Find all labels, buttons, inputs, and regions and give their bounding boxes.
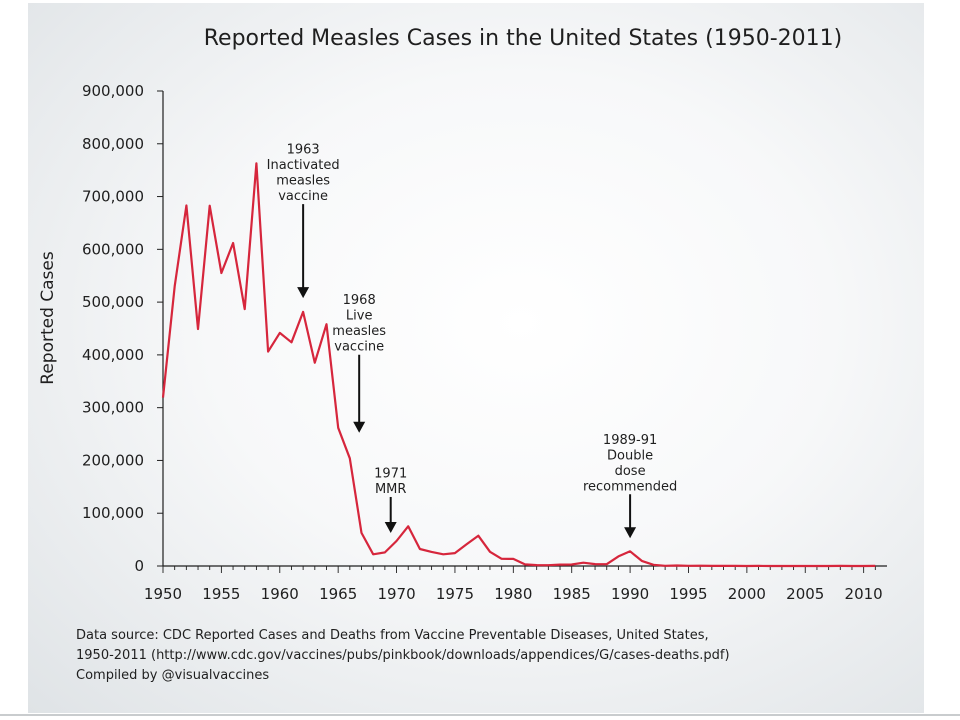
annotation-text: Double	[607, 448, 653, 463]
y-tick-label: 400,000	[82, 346, 144, 364]
x-tick-label: 1980	[494, 585, 532, 603]
bottom-divider	[0, 714, 960, 716]
annotation-text: MMR	[375, 482, 406, 497]
x-tick-label: 1950	[144, 585, 182, 603]
y-tick-label: 300,000	[82, 399, 144, 417]
data-source-line-2: 1950-2011 (http://www.cdc.gov/vaccines/p…	[76, 648, 730, 663]
y-tick-label: 800,000	[82, 135, 144, 153]
x-tick-label: 1965	[319, 585, 357, 603]
chart-card	[28, 3, 924, 713]
annotation-text: dose	[615, 464, 646, 479]
x-tick-label: 1975	[436, 585, 474, 603]
y-tick-label: 500,000	[82, 293, 144, 311]
annotation-text: vaccine	[334, 340, 384, 355]
y-tick-label: 600,000	[82, 240, 144, 258]
y-tick-label: 200,000	[82, 451, 144, 469]
annotation-text: vaccine	[278, 189, 328, 204]
series-group	[161, 162, 876, 568]
annotation-arrow-head	[384, 521, 397, 533]
annotation-text: Inactivated	[267, 158, 340, 173]
annotation-arrow-head	[297, 287, 310, 299]
x-tick-label: 1990	[611, 585, 649, 603]
y-axis-label: Reported Cases	[38, 251, 58, 385]
credit-line: Compiled by @visualvaccines	[76, 668, 270, 683]
x-tick-label: 2000	[728, 585, 766, 603]
x-tick-label: 1995	[669, 585, 707, 603]
annotations: 1963Inactivatedmeaslesvaccine1968Livemea…	[267, 143, 677, 539]
data-source-line-1: Data source: CDC Reported Cases and Deat…	[76, 628, 709, 643]
annotation-text: measles	[332, 324, 386, 339]
y-tick-label: 100,000	[82, 504, 144, 522]
x-tick-label: 1970	[377, 585, 415, 603]
annotation-text: Live	[346, 309, 373, 324]
x-tick-label: 1985	[553, 585, 591, 603]
x-axis-ticks: 1950 1955 1960 1965 1970 1975 1980 1985 1990 1995…	[144, 566, 883, 603]
annotation-text: 1968	[343, 293, 376, 308]
annotation-text: measles	[276, 174, 330, 189]
annotation-arrow-head	[624, 527, 637, 539]
x-tick-label: 2005	[786, 585, 824, 603]
y-tick-label: 700,000	[82, 188, 144, 206]
y-tick-label: 0	[134, 557, 144, 575]
measles-cases-line	[161, 162, 876, 568]
annotation-arrow-head	[353, 421, 366, 433]
y-tick-label: 900,000	[82, 82, 144, 100]
annotation-text: recommended	[583, 479, 677, 494]
x-tick-label: 1960	[261, 585, 299, 603]
x-tick-label: 2010	[845, 585, 883, 603]
annotation-text: 1971	[374, 466, 407, 481]
annotation-text: 1963	[287, 143, 320, 158]
x-tick-label: 1955	[202, 585, 240, 603]
y-axis-ticks: 0 100,000 200,000 300,000 400,000 500,000 600,…	[82, 82, 163, 575]
annotation-text: 1989-91	[603, 433, 657, 448]
chart-title: Reported Measles Cases in the United Sta…	[203, 26, 843, 51]
